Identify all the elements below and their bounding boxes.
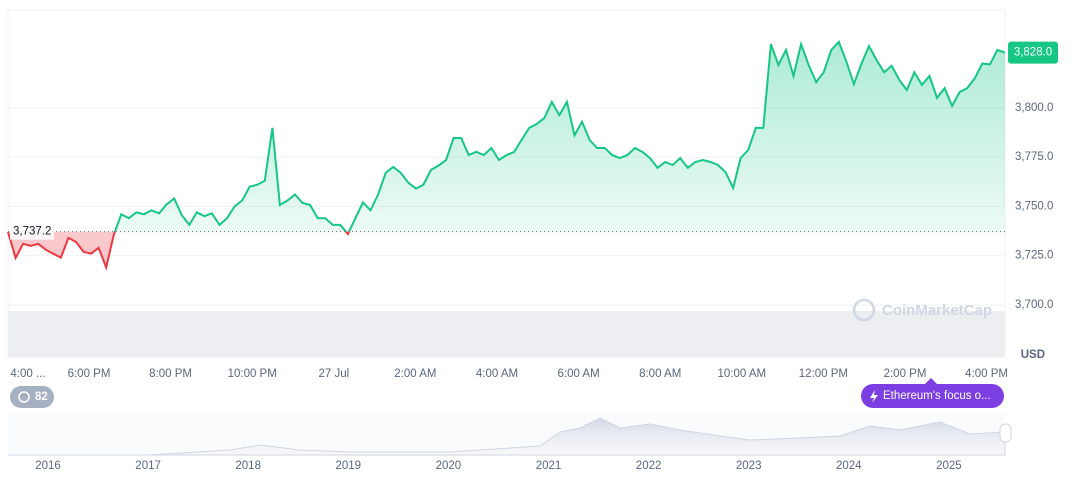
navigator-handle[interactable] bbox=[999, 423, 1012, 443]
news-text: Ethereum's focus o... bbox=[883, 390, 991, 402]
y-tick-label: 3,700.0 bbox=[1015, 299, 1053, 311]
x-tick-label: 8:00 PM bbox=[149, 368, 192, 380]
navigator-label: 2020 bbox=[436, 460, 462, 472]
event-icon bbox=[18, 391, 30, 403]
x-tick-label: 2:00 AM bbox=[394, 368, 436, 380]
x-tick-label: 8:00 AM bbox=[639, 368, 681, 380]
event-count: 82 bbox=[35, 391, 48, 403]
news-pointer bbox=[925, 378, 937, 384]
x-tick-label: 10:00 AM bbox=[718, 368, 767, 380]
currency: USD bbox=[1021, 349, 1045, 361]
x-tick-label: 2:00 PM bbox=[884, 368, 927, 380]
x-tick-label: 27 Jul bbox=[318, 368, 349, 380]
y-tick-label: 3,800.0 bbox=[1015, 102, 1053, 114]
volume-band bbox=[8, 311, 1005, 357]
area-up bbox=[114, 41, 1005, 232]
x-tick-label: 4:00 ... bbox=[10, 368, 45, 380]
reference-label-bg bbox=[10, 223, 54, 240]
x-tick-label: 6:00 AM bbox=[557, 368, 599, 380]
x-tick-label: 12:00 PM bbox=[799, 368, 848, 380]
area-down bbox=[8, 231, 1005, 268]
navigator-label: 2017 bbox=[135, 460, 161, 472]
y-tick-label: 3,725.0 bbox=[1015, 250, 1053, 262]
navigator-label: 2021 bbox=[536, 460, 562, 472]
x-tick-label: 6:00 PM bbox=[68, 368, 111, 380]
navigator-label: 2019 bbox=[336, 460, 362, 472]
event-pill[interactable] bbox=[10, 386, 54, 408]
news-icon bbox=[870, 390, 878, 403]
navigator-label: 2023 bbox=[736, 460, 762, 472]
navigator-label: 2018 bbox=[235, 460, 261, 472]
price-line-up bbox=[113, 40, 1006, 232]
navigator-label: 2022 bbox=[636, 460, 662, 472]
x-tick-label: 4:00 PM bbox=[965, 368, 1008, 380]
last-price-label: 3,828.0 bbox=[1014, 47, 1052, 59]
x-tick-label: 10:00 PM bbox=[228, 368, 277, 380]
reference-label: 3,737.2 bbox=[13, 226, 51, 238]
y-tick-label: 3,750.0 bbox=[1015, 200, 1053, 212]
navigator-label: 2024 bbox=[836, 460, 862, 472]
navigator-label: 2025 bbox=[936, 460, 962, 472]
last-price-badge bbox=[1008, 41, 1058, 64]
watermark-icon bbox=[852, 298, 876, 322]
navigator-label: 2016 bbox=[35, 460, 61, 472]
news-pill[interactable] bbox=[861, 384, 1004, 408]
y-tick-label: 3,775.0 bbox=[1015, 151, 1053, 163]
watermark: CoinMarketCap bbox=[882, 302, 992, 319]
x-tick-label: 4:00 AM bbox=[476, 368, 518, 380]
navigator-area bbox=[8, 417, 1006, 456]
